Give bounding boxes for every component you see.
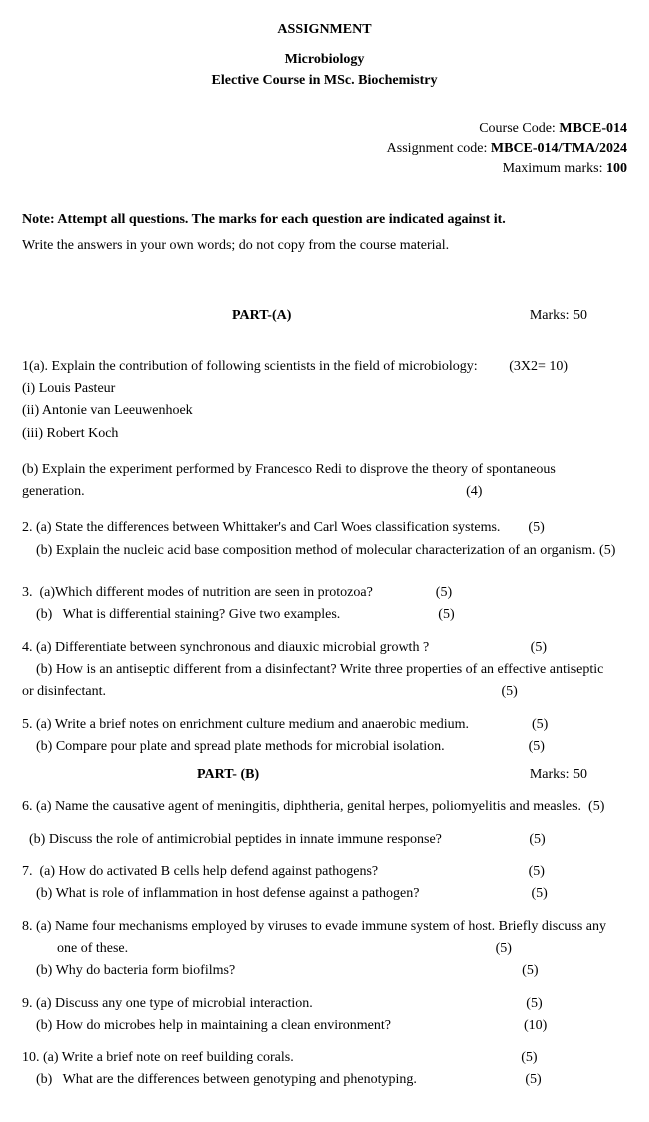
part-a-label: PART-(A): [232, 306, 291, 326]
part-a-row: PART-(A) Marks: 50: [22, 306, 627, 326]
question-8: 8. (a) Name four mechanisms employed by …: [22, 917, 627, 982]
question-9: 9. (a) Discuss any one type of microbial…: [22, 994, 627, 1037]
q1b-line1: (b) Explain the experiment performed by …: [22, 460, 627, 480]
question-10: 10. (a) Write a brief note on reef build…: [22, 1048, 627, 1091]
q7a: 7. (a) How do activated B cells help def…: [22, 862, 627, 882]
q9b: (b) How do microbes help in maintaining …: [22, 1016, 627, 1036]
course-code-value: MBCE-014: [559, 121, 627, 136]
assignment-code-label: Assignment code:: [387, 141, 491, 156]
q8b: (b) Why do bacteria form biofilms? (5): [22, 961, 627, 981]
q4b-line1: (b) How is an antiseptic different from …: [22, 660, 627, 680]
part-a-marks: Marks: 50: [530, 306, 587, 326]
question-6: 6. (a) Name the causative agent of menin…: [22, 797, 627, 850]
course-heading: Elective Course in MSc. Biochemistry: [22, 71, 627, 91]
q1a-text: 1(a). Explain the contribution of follow…: [22, 357, 627, 377]
question-1b: (b) Explain the experiment performed by …: [22, 460, 627, 503]
q7b: (b) What is role of inflammation in host…: [22, 884, 627, 904]
subject-heading: Microbiology: [22, 50, 627, 70]
part-b-label: PART- (B): [197, 765, 259, 785]
q10a: 10. (a) Write a brief note on reef build…: [22, 1048, 627, 1068]
q6b: (b) Discuss the role of antimicrobial pe…: [22, 830, 627, 850]
max-marks-line: Maximum marks: 100: [22, 159, 627, 179]
q1b-line2: generation. (4): [22, 482, 627, 502]
q5b: (b) Compare pour plate and spread plate …: [22, 737, 627, 757]
q1a-ii: (ii) Antonie van Leeuwenhoek: [22, 401, 627, 421]
q5a: 5. (a) Write a brief notes on enrichment…: [22, 715, 627, 735]
question-7: 7. (a) How do activated B cells help def…: [22, 862, 627, 905]
question-2: 2. (a) State the differences between Whi…: [22, 518, 627, 561]
question-3: 3. (a)Which different modes of nutrition…: [22, 583, 627, 626]
q4a: 4. (a) Differentiate between synchronous…: [22, 638, 627, 658]
question-1a: 1(a). Explain the contribution of follow…: [22, 357, 627, 444]
note-text: Note: Attempt all questions. The marks f…: [22, 210, 627, 230]
q1a-iii: (iii) Robert Koch: [22, 424, 627, 444]
question-4: 4. (a) Differentiate between synchronous…: [22, 638, 627, 703]
instruction-text: Write the answers in your own words; do …: [22, 236, 627, 256]
part-b-row: PART- (B) Marks: 50: [22, 765, 627, 785]
q10b: (b) What are the differences between gen…: [22, 1070, 627, 1090]
q3b: (b) What is differential staining? Give …: [22, 605, 627, 625]
q1a-i: (i) Louis Pasteur: [22, 379, 627, 399]
q8a-line2: one of these. (5): [22, 939, 627, 959]
q9a: 9. (a) Discuss any one type of microbial…: [22, 994, 627, 1014]
question-5: 5. (a) Write a brief notes on enrichment…: [22, 715, 627, 758]
q4b-line2: or disinfectant. (5): [22, 682, 627, 702]
q8a-line1: 8. (a) Name four mechanisms employed by …: [22, 917, 627, 937]
meta-block: Course Code: MBCE-014 Assignment code: M…: [22, 119, 627, 180]
assignment-code-line: Assignment code: MBCE-014/TMA/2024: [22, 139, 627, 159]
assignment-heading: ASSIGNMENT: [22, 20, 627, 40]
max-marks-value: 100: [606, 161, 627, 176]
course-code-line: Course Code: MBCE-014: [22, 119, 627, 139]
max-marks-label: Maximum marks:: [503, 161, 606, 176]
q3a: 3. (a)Which different modes of nutrition…: [22, 583, 627, 603]
q6a: 6. (a) Name the causative agent of menin…: [22, 797, 627, 817]
part-b-marks: Marks: 50: [530, 765, 587, 785]
q2b: (b) Explain the nucleic acid base compos…: [22, 541, 627, 561]
assignment-code-value: MBCE-014/TMA/2024: [491, 141, 627, 156]
q2a: 2. (a) State the differences between Whi…: [22, 518, 627, 538]
course-code-label: Course Code:: [479, 121, 559, 136]
